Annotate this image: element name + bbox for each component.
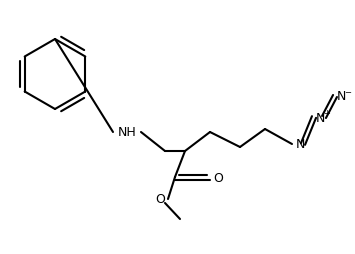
Text: N: N: [316, 111, 326, 124]
Text: N: N: [337, 90, 346, 103]
Text: −: −: [344, 88, 351, 97]
Text: O: O: [155, 193, 165, 206]
Text: O: O: [213, 171, 223, 184]
Text: NH: NH: [118, 126, 136, 139]
Text: N: N: [296, 138, 305, 151]
Text: +: +: [323, 109, 330, 118]
